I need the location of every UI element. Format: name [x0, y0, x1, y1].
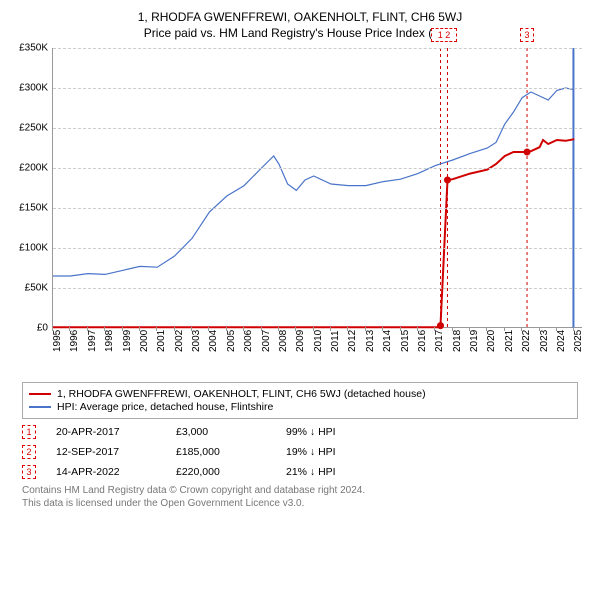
legend-label: 1, RHODFA GWENFFREWI, OAKENHOLT, FLINT, … [57, 388, 426, 400]
x-tick-label: 2010 [313, 330, 324, 352]
annotation-price: £220,000 [176, 466, 266, 478]
x-tick-label: 1998 [104, 330, 115, 352]
x-tick-label: 2005 [226, 330, 237, 352]
x-tick-label: 2015 [400, 330, 411, 352]
chart-title-1: 1, RHODFA GWENFFREWI, OAKENHOLT, FLINT, … [10, 10, 590, 24]
chart-marker-box: 3 [520, 28, 534, 42]
chart-area: £0£50K£100K£150K£200K£250K£300K£350K 1 2… [10, 48, 590, 378]
annotation-marker: 2 [22, 445, 36, 459]
chart-container: 1, RHODFA GWENFFREWI, OAKENHOLT, FLINT, … [0, 0, 600, 519]
y-tick-label: £150K [19, 203, 48, 214]
x-tick-label: 2016 [417, 330, 428, 352]
y-tick-label: £200K [19, 163, 48, 174]
x-tick-label: 2025 [573, 330, 584, 352]
x-tick-label: 2019 [469, 330, 480, 352]
y-tick-label: £0 [37, 323, 48, 334]
annotation-price: £3,000 [176, 426, 266, 438]
x-tick-label: 2014 [382, 330, 393, 352]
x-tick-label: 2004 [208, 330, 219, 352]
legend-swatch [29, 406, 51, 408]
x-tick-label: 2012 [347, 330, 358, 352]
annotation-row: 2 12-SEP-2017 £185,000 19% ↓ HPI [22, 445, 578, 459]
y-tick-label: £250K [19, 123, 48, 134]
x-tick-label: 2024 [556, 330, 567, 352]
x-tick-label: 2008 [278, 330, 289, 352]
x-tick-label: 2022 [521, 330, 532, 352]
x-tick-label: 1997 [87, 330, 98, 352]
y-tick-label: £100K [19, 243, 48, 254]
annotation-row: 1 20-APR-2017 £3,000 99% ↓ HPI [22, 425, 578, 439]
annotation-date: 20-APR-2017 [56, 426, 156, 438]
footnote-license: This data is licensed under the Open Gov… [22, 498, 578, 509]
y-tick-label: £50K [25, 283, 48, 294]
chart-svg [53, 48, 582, 327]
y-axis: £0£50K£100K£150K£200K£250K£300K£350K [10, 48, 52, 328]
x-tick-label: 2011 [330, 330, 341, 352]
plot-area: 1 23 [52, 48, 582, 328]
annotation-price: £185,000 [176, 446, 266, 458]
x-tick-label: 2013 [365, 330, 376, 352]
x-tick-label: 2009 [295, 330, 306, 352]
annotation-marker: 1 [22, 425, 36, 439]
legend-label: HPI: Average price, detached house, Flin… [57, 401, 273, 413]
chart-title-2: Price paid vs. HM Land Registry's House … [10, 26, 590, 40]
legend-item-hpi: HPI: Average price, detached house, Flin… [29, 401, 571, 413]
footnote-copyright: Contains HM Land Registry data © Crown c… [22, 485, 578, 496]
annotation-marker: 3 [22, 465, 36, 479]
x-tick-label: 1995 [52, 330, 63, 352]
x-tick-label: 1996 [69, 330, 80, 352]
x-tick-label: 1999 [122, 330, 133, 352]
x-tick-label: 2001 [156, 330, 167, 352]
legend-item-price-paid: 1, RHODFA GWENFFREWI, OAKENHOLT, FLINT, … [29, 388, 571, 400]
x-tick-label: 2021 [504, 330, 515, 352]
y-tick-label: £300K [19, 83, 48, 94]
x-tick-label: 2007 [261, 330, 272, 352]
chart-marker-box: 1 2 [431, 28, 457, 42]
x-tick-label: 2003 [191, 330, 202, 352]
legend: 1, RHODFA GWENFFREWI, OAKENHOLT, FLINT, … [22, 382, 578, 419]
x-tick-label: 2006 [243, 330, 254, 352]
y-tick-label: £350K [19, 43, 48, 54]
annotation-date: 12-SEP-2017 [56, 446, 156, 458]
x-tick-label: 2000 [139, 330, 150, 352]
legend-swatch [29, 393, 51, 395]
x-tick-label: 2020 [486, 330, 497, 352]
x-axis: 1995 1996 1997 1998 1999 2000 2001 2002 2003 2004… [52, 330, 582, 378]
annotation-diff: 99% ↓ HPI [286, 426, 396, 438]
annotation-diff: 21% ↓ HPI [286, 466, 396, 478]
x-tick-label: 2018 [452, 330, 463, 352]
annotation-row: 3 14-APR-2022 £220,000 21% ↓ HPI [22, 465, 578, 479]
annotation-date: 14-APR-2022 [56, 466, 156, 478]
annotation-diff: 19% ↓ HPI [286, 446, 396, 458]
x-tick-label: 2017 [434, 330, 445, 352]
annotation-table: 1 20-APR-2017 £3,000 99% ↓ HPI 2 12-SEP-… [22, 425, 578, 479]
x-tick-label: 2023 [539, 330, 550, 352]
x-tick-label: 2002 [174, 330, 185, 352]
